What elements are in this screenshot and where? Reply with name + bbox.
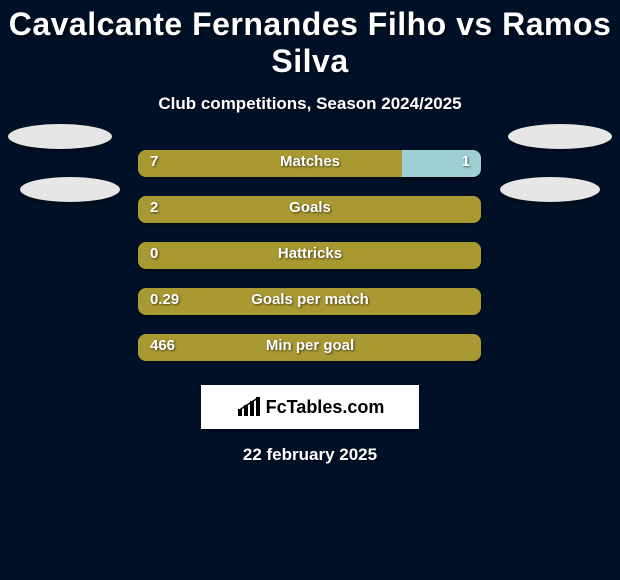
stat-row: 0.29Goals per match (0, 288, 620, 334)
page-title: Cavalcante Fernandes Filho vs Ramos Silv… (0, 0, 620, 80)
stat-row: 0Hattricks (0, 242, 620, 288)
stat-value-right: 1 (462, 153, 470, 170)
decorative-ellipse (8, 124, 112, 149)
logo-text: FcTables.com (266, 397, 385, 418)
stat-value-left: 0.29 (150, 291, 179, 308)
comparison-card: Cavalcante Fernandes Filho vs Ramos Silv… (0, 0, 620, 465)
bar-left (138, 334, 481, 361)
bar-left (138, 242, 481, 269)
decorative-ellipse (508, 124, 612, 149)
bar-track (138, 196, 481, 223)
stat-row: 2Goals (0, 196, 620, 242)
stat-value-left: 2 (150, 199, 158, 216)
bar-left (138, 288, 481, 315)
bar-track (138, 150, 481, 177)
subtitle: Club competitions, Season 2024/2025 (0, 94, 620, 114)
bar-track (138, 288, 481, 315)
bar-track (138, 242, 481, 269)
stat-value-left: 0 (150, 245, 158, 262)
bar-track (138, 334, 481, 361)
stat-value-left: 466 (150, 337, 175, 354)
stat-row: 71Matches (0, 150, 620, 196)
stat-value-left: 7 (150, 153, 158, 170)
bar-left (138, 150, 402, 177)
stat-row: 466Min per goal (0, 334, 620, 380)
chart-icon (236, 396, 262, 418)
stat-rows: 71Matches2Goals0Hattricks0.29Goals per m… (0, 150, 620, 380)
logo-box: FcTables.com (201, 385, 419, 429)
date-label: 22 february 2025 (0, 445, 620, 465)
bar-left (138, 196, 481, 223)
